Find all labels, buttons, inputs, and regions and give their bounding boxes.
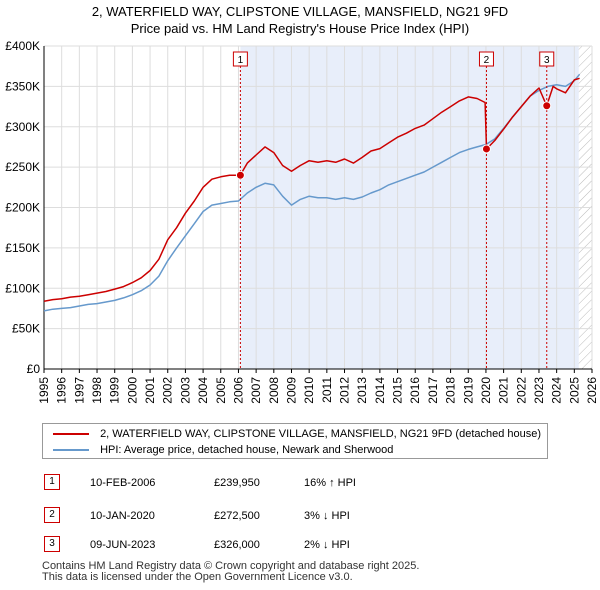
legend-label-hpi: HPI: Average price, detached house, Newa… (100, 444, 394, 456)
x-tick-label: 2019 (461, 377, 475, 404)
x-tick-label: 2000 (125, 377, 139, 404)
plot-area: £0 £50K £100K £150K £200K £250K £300K £350K £400… (5, 39, 599, 404)
sale-row: 3 09-JUN-2023 £326,000 2% ↓ HPI (44, 536, 444, 554)
x-tick-label: 2016 (408, 377, 422, 404)
x-tick-label: 1996 (55, 377, 69, 404)
sale-point (542, 101, 552, 111)
x-tick-label: 2014 (373, 377, 387, 404)
sale-date: 09-JUN-2023 (90, 539, 156, 551)
x-tick-label: 1999 (108, 377, 122, 404)
x-tick-label: 2010 (302, 377, 316, 404)
sale-hpi-diff: 2% ↓ HPI (304, 539, 350, 551)
x-tick-label: 2011 (320, 377, 334, 403)
sale-point (235, 170, 245, 180)
x-tick-label: 2017 (426, 377, 440, 404)
x-tick-label: 2008 (267, 377, 281, 404)
x-tick-label: 2001 (143, 377, 157, 404)
x-tick-label: 2012 (338, 377, 352, 404)
y-tick-label: £150K (5, 241, 40, 255)
legend-item-property: 2, WATERFIELD WAY, CLIPSTONE VILLAGE, MA… (53, 426, 541, 442)
x-tick-label: 1995 (37, 377, 51, 404)
chart-subtitle: Price paid vs. HM Land Registry's House … (131, 21, 469, 36)
y-tick-label: £100K (5, 281, 40, 295)
x-tick-label: 2004 (196, 377, 210, 404)
sale-marker-label: 1 (238, 55, 244, 66)
x-tick-label: 2018 (444, 377, 458, 404)
x-tick-label: 2021 (497, 377, 511, 404)
legend: 2, WATERFIELD WAY, CLIPSTONE VILLAGE, MA… (42, 423, 548, 459)
sale-marker-label: 2 (484, 55, 490, 66)
x-tick-label: 2015 (391, 377, 405, 404)
y-tick-label: £0 (27, 362, 41, 376)
sale-marker: 3 (44, 536, 60, 552)
x-tick-label: 2006 (231, 377, 245, 404)
x-tick-label: 1997 (72, 377, 86, 404)
sale-price: £326,000 (214, 539, 260, 551)
sale-marker-box (478, 51, 494, 67)
footer-license: This data is licensed under the Open Gov… (42, 571, 353, 583)
x-tick-label: 2022 (514, 377, 528, 404)
chart-title: 2, WATERFIELD WAY, CLIPSTONE VILLAGE, MA… (92, 4, 508, 19)
y-tick-label: £300K (5, 120, 40, 134)
x-tick-label: 2002 (161, 377, 175, 404)
series-line-hpi (43, 73, 581, 312)
sale-hpi-diff: 3% ↓ HPI (304, 510, 350, 522)
sale-date: 10-FEB-2006 (90, 477, 156, 489)
x-tick-label: 1998 (90, 377, 104, 404)
x-tick-label: 2009 (284, 377, 298, 404)
x-tick-label: 2023 (532, 377, 546, 404)
legend-swatch-property (53, 433, 89, 436)
x-tick-label: 2013 (355, 377, 369, 404)
y-tick-label: £50K (12, 322, 40, 336)
x-tick-label: 2007 (249, 377, 263, 404)
legend-label-property: 2, WATERFIELD WAY, CLIPSTONE VILLAGE, MA… (100, 428, 542, 440)
footer-copyright: Contains HM Land Registry data © Crown c… (42, 560, 420, 572)
x-tick-label: 2005 (214, 377, 228, 404)
y-tick-label: £400K (5, 39, 40, 53)
price-chart: 2, WATERFIELD WAY, CLIPSTONE VILLAGE, MA… (5, 4, 599, 404)
legend-item-hpi: HPI: Average price, detached house, Newa… (53, 442, 393, 458)
sale-date: 10-JAN-2020 (90, 510, 155, 522)
footer: Contains HM Land Registry data © Crown c… (42, 561, 419, 583)
y-tick-label: £200K (5, 201, 40, 215)
sale-price: £272,500 (214, 510, 260, 522)
x-tick-label: 2024 (550, 377, 564, 404)
x-tick-label: 2020 (479, 377, 493, 404)
y-tick-label: £350K (5, 79, 40, 93)
sale-point (481, 144, 491, 154)
sale-marker: 2 (44, 507, 60, 523)
sale-price: £239,950 (214, 477, 260, 489)
sale-row: 2 10-JAN-2020 £272,500 3% ↓ HPI (44, 507, 444, 525)
legend-swatch-hpi (53, 449, 89, 452)
sale-hpi-diff: 16% ↑ HPI (304, 477, 356, 489)
sale-marker-box (539, 51, 555, 67)
sale-row: 1 10-FEB-2006 £239,950 16% ↑ HPI (44, 474, 444, 492)
series-line-property (43, 77, 580, 302)
x-tick-label: 2003 (178, 377, 192, 404)
sale-marker-box (232, 51, 248, 67)
x-tick-label: 2025 (567, 377, 581, 404)
sale-marker-label: 3 (544, 55, 550, 66)
sale-marker: 1 (44, 474, 60, 490)
y-tick-label: £250K (5, 160, 40, 174)
x-tick-label: 2026 (585, 377, 599, 404)
